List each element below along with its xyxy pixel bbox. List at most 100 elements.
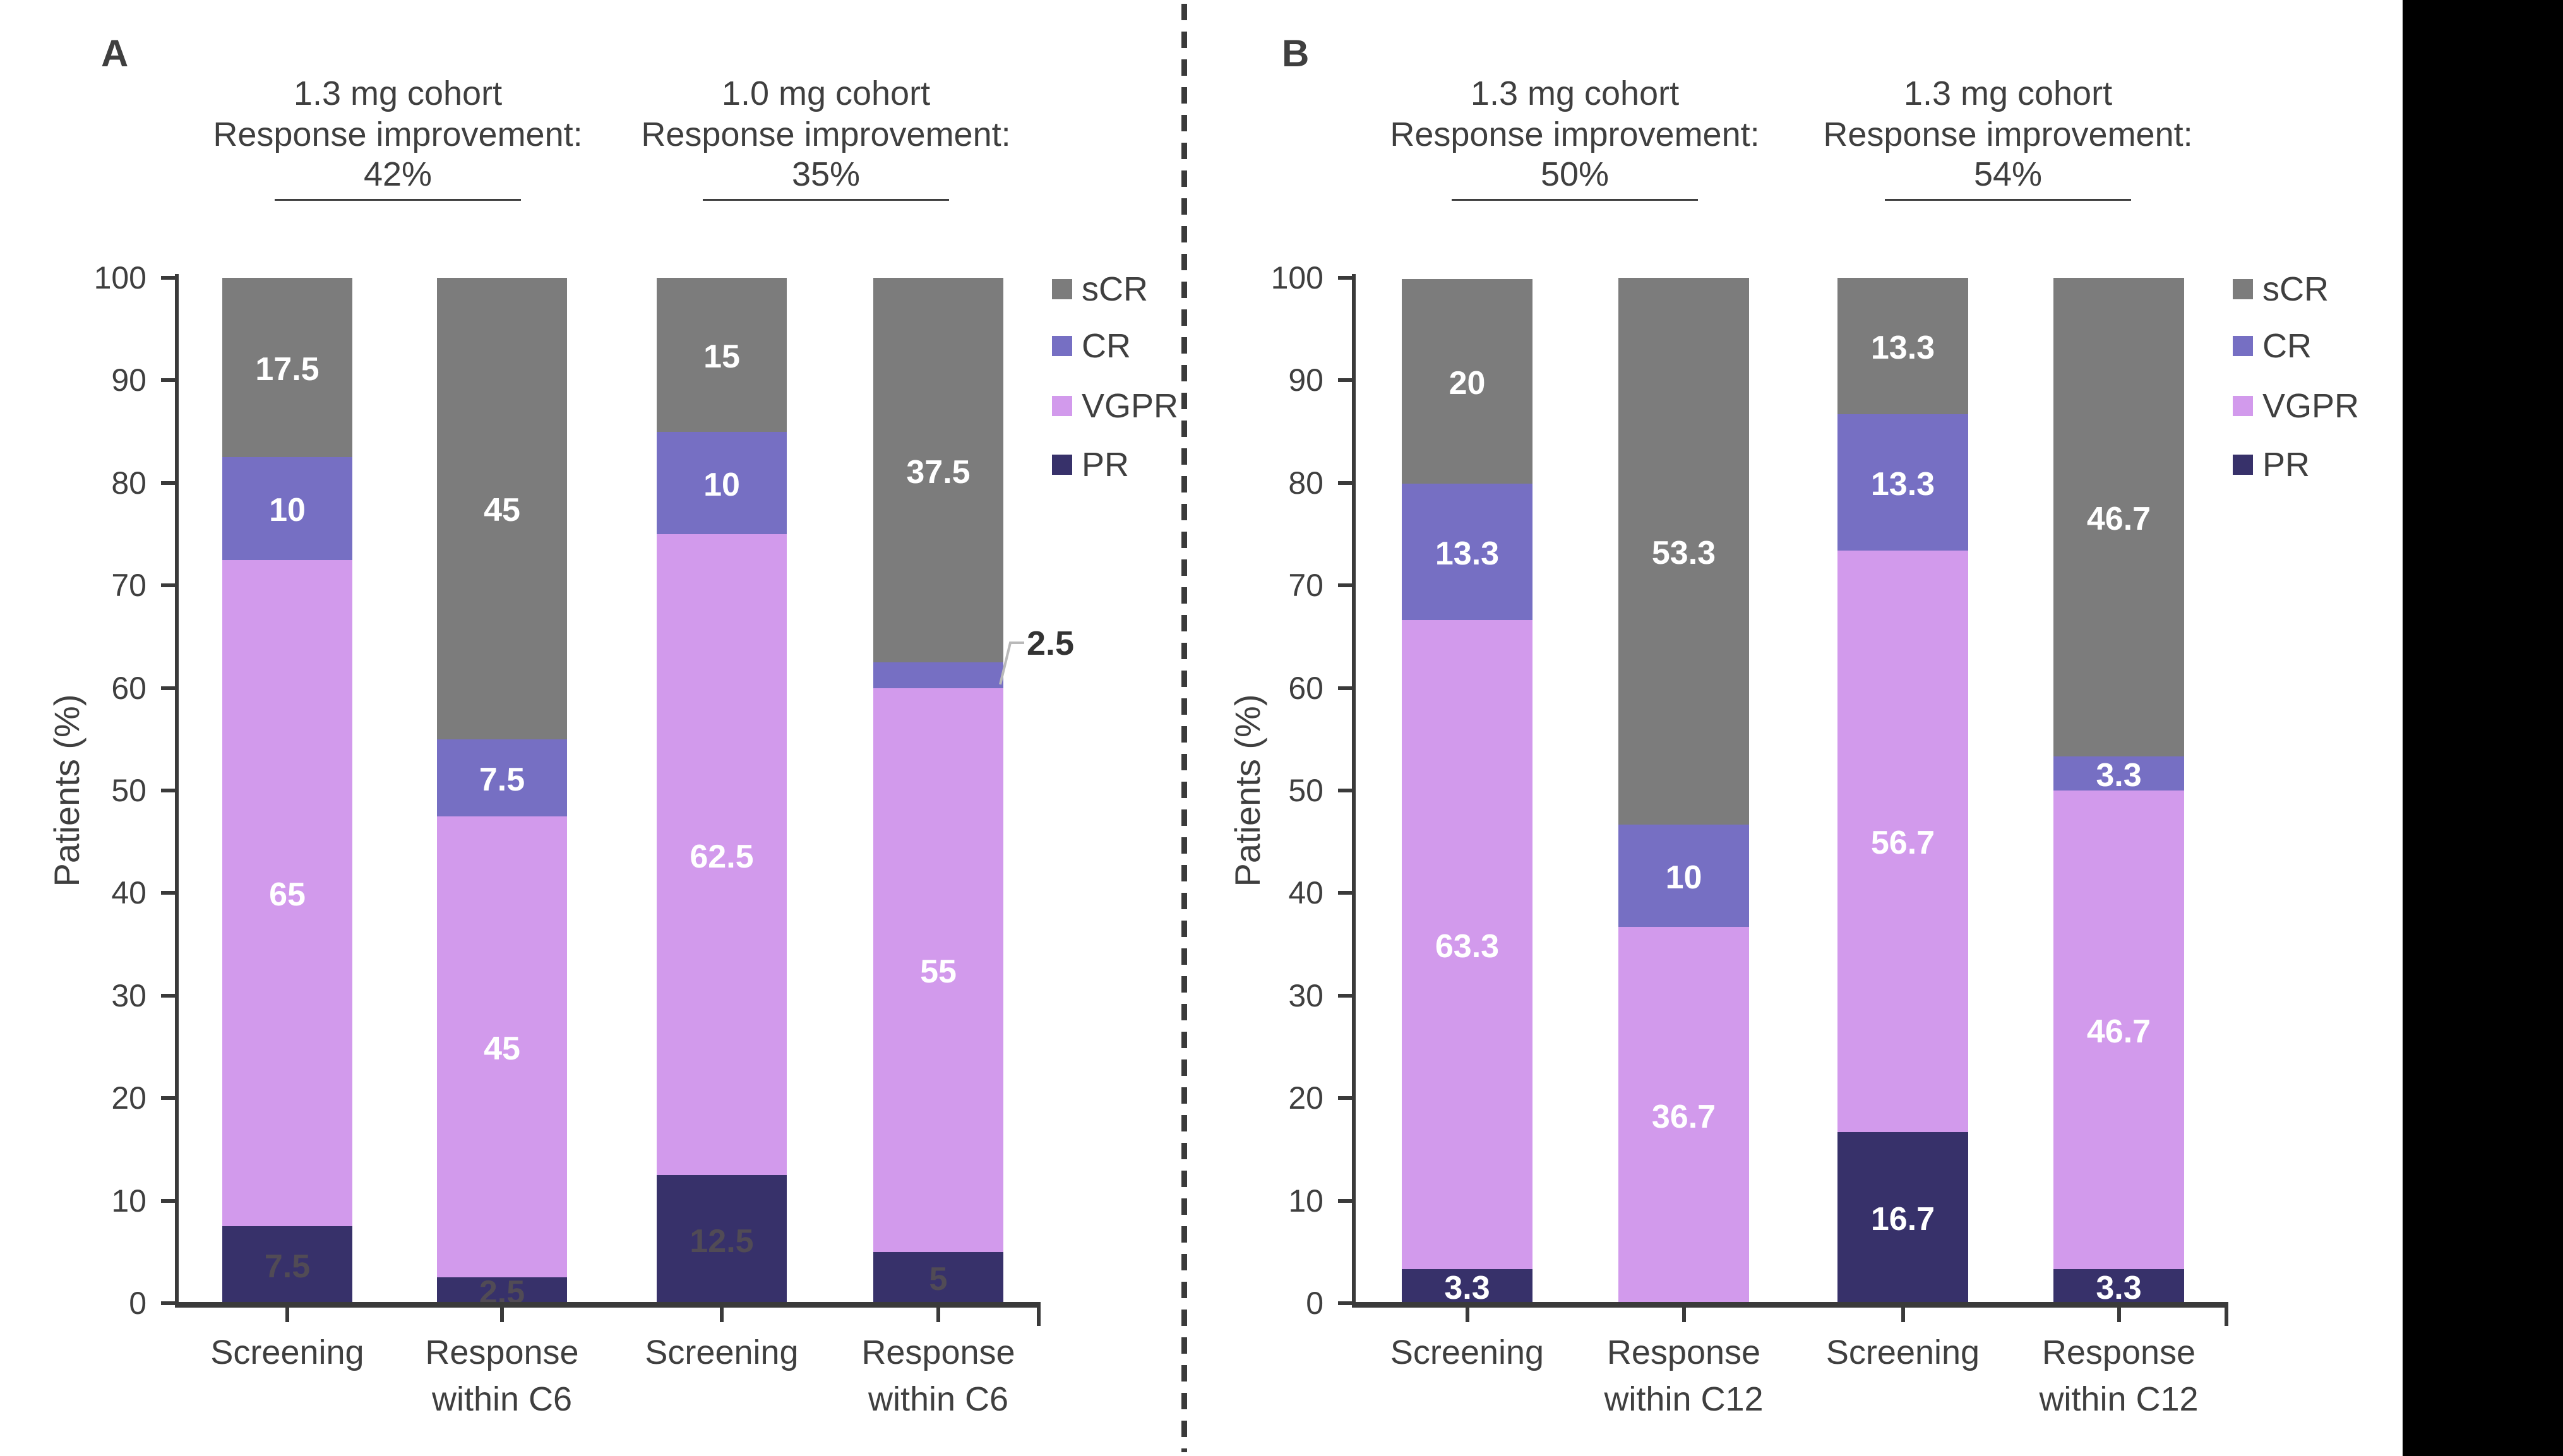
y-tick (161, 378, 175, 383)
y-tick (1338, 891, 1352, 895)
legend-label-PR: PR (1082, 446, 1130, 484)
bar-segment-label-VGPR: 62.5 (690, 838, 754, 875)
bar-segment-CR (1618, 824, 1749, 927)
response-improvement-value: 42% (363, 155, 433, 193)
legend-label-PR: PR (2262, 446, 2310, 484)
y-tick-label: 30 (1288, 977, 1323, 1013)
x-category-label: Response (1606, 1334, 1761, 1371)
y-tick (161, 583, 175, 588)
bar-segment-sCR (1402, 278, 1532, 484)
bar-segment-label-CR: 3.3 (2096, 757, 2142, 794)
bar-segment-label-PR: 16.7 (1870, 1201, 1935, 1238)
x-category-label: within C12 (2039, 1380, 2199, 1418)
bar-segment-PR (657, 1175, 787, 1303)
y-tick (1338, 789, 1352, 792)
bar-segment-VGPR (1618, 926, 1749, 1303)
y-tick (1338, 686, 1352, 690)
y-tick-label: 10 (1288, 1183, 1323, 1219)
title-underline (1885, 199, 2131, 201)
x-category-label: within C12 (1604, 1380, 1764, 1418)
x-category-label: Screening (1390, 1334, 1544, 1371)
x-category-label: Screening (645, 1334, 799, 1371)
bar-segment-CR (1402, 484, 1532, 621)
bar-segment-CR (2053, 756, 2184, 791)
bar-segment-label-CR: 13.3 (1435, 535, 1500, 573)
y-tick-label: 90 (1288, 362, 1323, 398)
y-tick-label: 70 (111, 568, 146, 604)
y-tick-label: 80 (1288, 465, 1323, 501)
bar-segment-label-sCR: 20 (1449, 365, 1486, 402)
bar-segment-label-VGPR: 55 (920, 953, 957, 991)
legend-label-VGPR: VGPR (1082, 387, 1179, 425)
bar-segment-label-sCR: 46.7 (2086, 501, 2151, 538)
y-tick-label: 10 (111, 1183, 146, 1219)
bar-segment-VGPR (222, 559, 352, 1227)
x-tick (2117, 1304, 2121, 1322)
bar-segment-label-sCR: 45 (484, 492, 520, 529)
bar-segment-CR (222, 457, 352, 560)
bar-segment-label-PR: 3.3 (1444, 1270, 1490, 1307)
panel-divider-dashed-line (1181, 4, 1187, 1452)
callout-leader-line (999, 641, 1024, 685)
x-category-label: Screening (1825, 1334, 1980, 1371)
y-tick-label: 70 (1288, 568, 1323, 604)
bar-segment-label-CR: 10 (703, 466, 740, 503)
bar-segment-sCR (222, 278, 352, 458)
response-improvement-value: 50% (1540, 155, 1610, 193)
cohort-title-line2: Response improvement: (1390, 116, 1760, 153)
x-category-label: Response (861, 1334, 1015, 1371)
title-underline (703, 199, 949, 201)
x-category-label: Response (2041, 1334, 2196, 1371)
bar-segment-label-CR: 10 (1665, 859, 1702, 896)
bar-segment-label-sCR: 13.3 (1870, 329, 1935, 366)
bar-segment-sCR (437, 278, 567, 739)
cohort-title-line1: 1.0 mg cohort (721, 75, 931, 112)
y-tick (161, 789, 175, 792)
y-tick-label: 20 (111, 1080, 146, 1116)
x-tick (285, 1304, 289, 1322)
bar-segment-label-PR: 7.5 (264, 1248, 311, 1286)
bar-segment-VGPR (437, 816, 567, 1278)
y-tick (1338, 1301, 1352, 1305)
y-tick (161, 480, 175, 485)
response-improvement-value: 35% (791, 155, 861, 193)
y-tick (1338, 1198, 1352, 1203)
y-tick-label: 100 (93, 260, 146, 295)
bar-segment-label-sCR: 53.3 (1651, 534, 1716, 571)
bar-segment-label-VGPR: 45 (484, 1030, 520, 1067)
legend-label-sCR: sCR (2262, 270, 2329, 308)
bar-segment-label-CR: 7.5 (479, 761, 525, 798)
cohort-title-line1: 1.3 mg cohort (1470, 75, 1680, 112)
legend-label-VGPR: VGPR (2262, 387, 2360, 425)
y-tick-label: 100 (1270, 260, 1323, 295)
title-underline (275, 199, 521, 201)
y-tick (161, 1096, 175, 1101)
legend-swatch-sCR (2233, 279, 2253, 299)
y-axis-line (1352, 274, 1356, 1307)
bar-segment-VGPR (1837, 550, 1968, 1132)
bar-segment-sCR (1837, 278, 1968, 414)
y-tick-label: 60 (111, 670, 146, 706)
y-tick-label: 50 (1288, 773, 1323, 808)
cohort-title-line2: Response improvement: (213, 116, 583, 153)
x-tick (936, 1304, 940, 1322)
bar-segment-PR (437, 1277, 567, 1303)
legend-swatch-VGPR (1052, 396, 1072, 416)
title-underline (1452, 199, 1698, 201)
bar-segment-label-PR: 5 (929, 1261, 948, 1298)
bar-segment-label-sCR: 37.5 (906, 453, 971, 491)
cohort-title-line1: 1.3 mg cohort (293, 75, 503, 112)
y-tick (161, 276, 175, 280)
y-tick (1338, 583, 1352, 588)
bar-segment-PR (2053, 1269, 2184, 1303)
bar-segment-PR (222, 1226, 352, 1303)
bar-segment-CR (437, 739, 567, 816)
x-axis-end-tick (2225, 1302, 2228, 1326)
x-tick (500, 1304, 504, 1322)
bar-segment-PR (873, 1251, 1003, 1303)
bar-segment-label-VGPR: 65 (269, 876, 306, 914)
bar-segment-VGPR (873, 688, 1003, 1252)
cohort-title-line1: 1.3 mg cohort (1903, 75, 2113, 112)
legend-swatch-PR (2233, 455, 2253, 475)
response-improvement-value: 54% (1973, 155, 2043, 193)
